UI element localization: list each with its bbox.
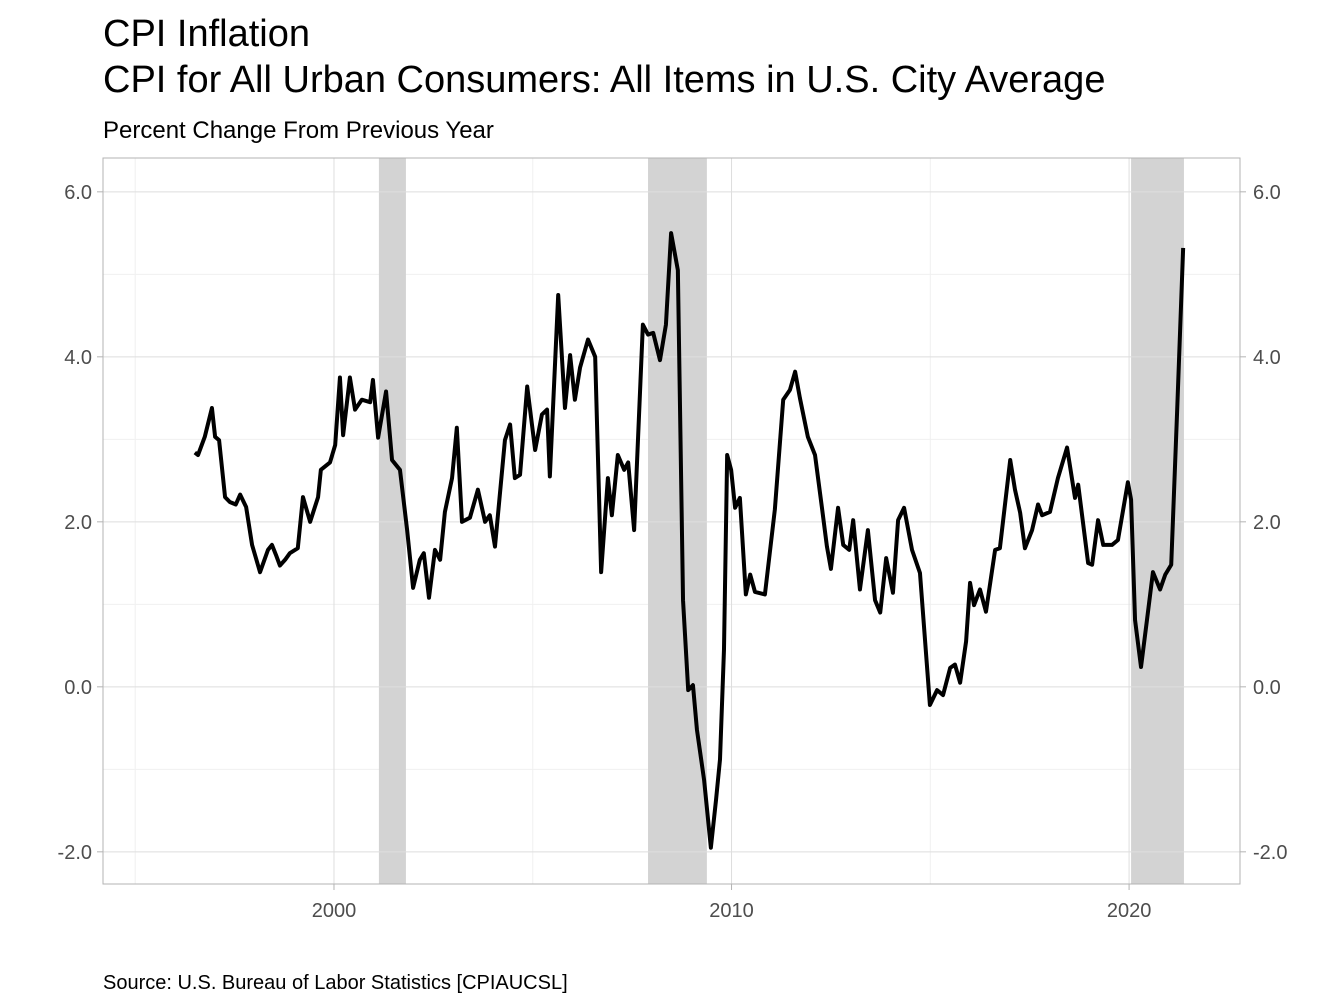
y-tick-label: 0.0 <box>64 677 92 699</box>
y-tick-label: 4.0 <box>64 347 92 369</box>
x-tick-label: 2000 <box>312 900 357 922</box>
y-tick-label: -2.0 <box>58 842 92 864</box>
y2-tick-label: 6.0 <box>1253 182 1281 204</box>
y-tick-label: 6.0 <box>64 182 92 204</box>
x-tick-label: 2010 <box>709 900 754 922</box>
plot-border <box>102 157 1241 885</box>
recession-band <box>1131 158 1184 884</box>
recession-band <box>378 158 406 884</box>
caption: Source: U.S. Bureau of Labor Statistics … <box>103 972 568 994</box>
y2-tick-label: -2.0 <box>1253 842 1287 864</box>
y-axis-label: Percent Change From Previous Year <box>103 117 494 144</box>
y2-tick-label: 4.0 <box>1253 347 1281 369</box>
x-tick-label: 2020 <box>1107 900 1152 922</box>
y2-tick-label: 0.0 <box>1253 677 1281 699</box>
cpi-line <box>193 231 1186 850</box>
chart-subtitle: CPI for All Urban Consumers: All Items i… <box>103 59 1105 101</box>
y2-tick-label: 2.0 <box>1253 512 1281 534</box>
chart-title: CPI Inflation <box>103 13 310 55</box>
y-tick-label: 2.0 <box>64 512 92 534</box>
